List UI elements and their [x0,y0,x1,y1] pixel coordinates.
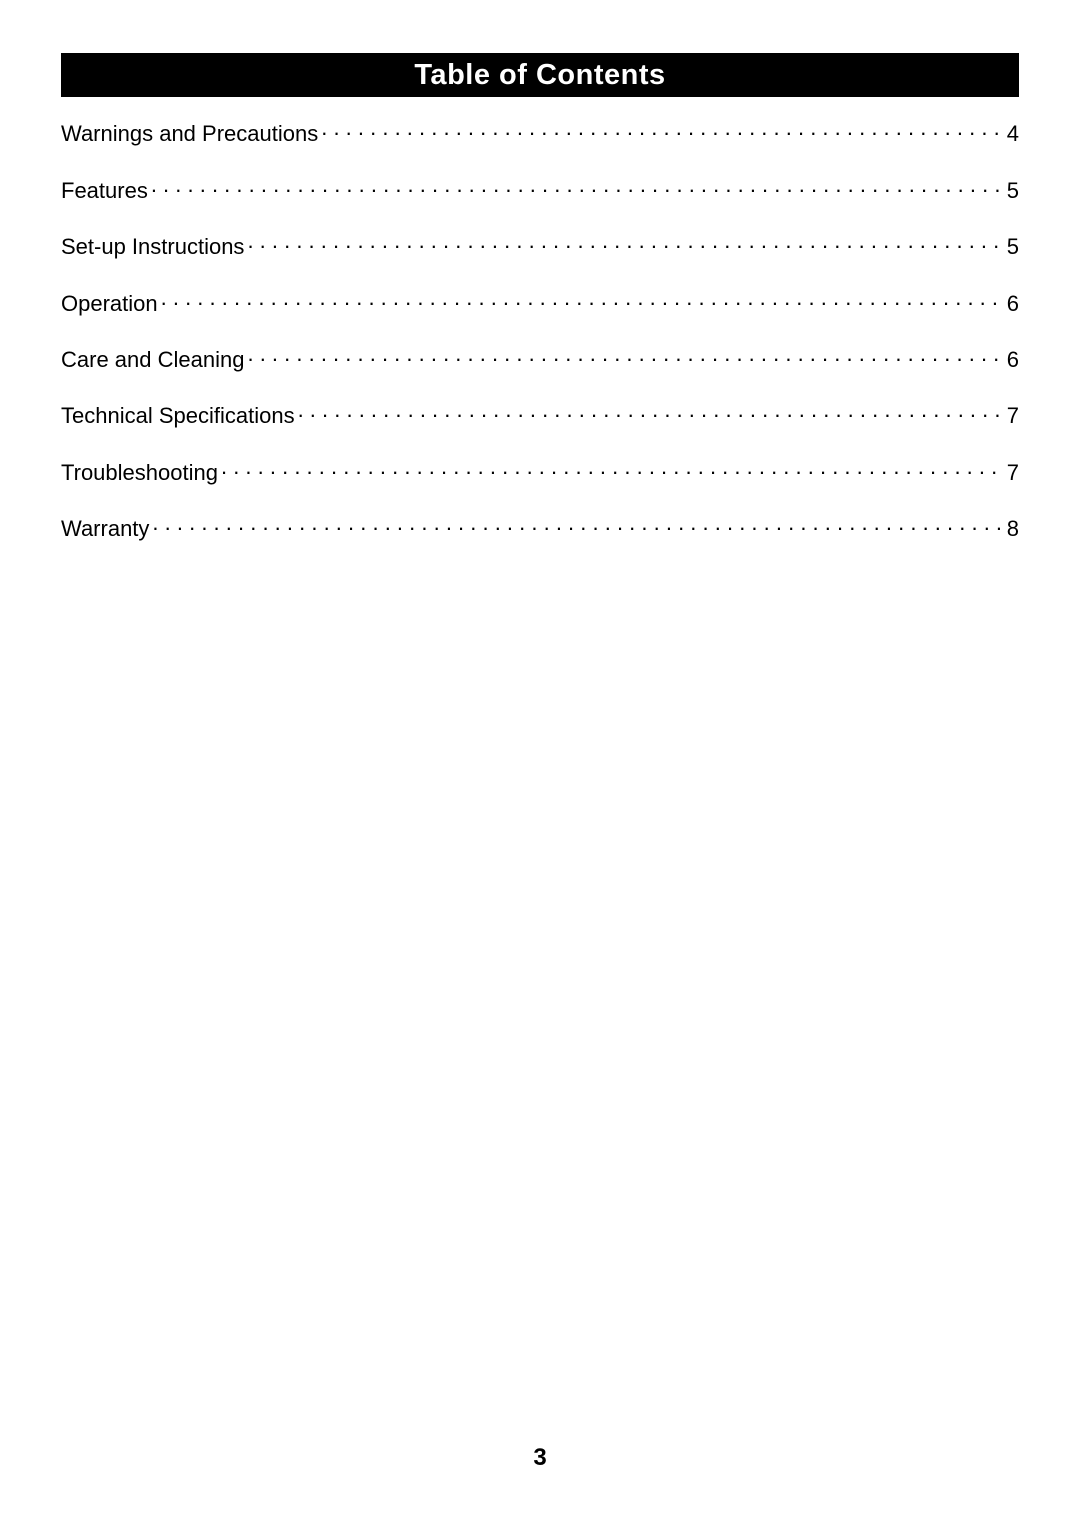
toc-entry-page: 6 [1007,347,1019,373]
toc-leader-dots [247,341,1000,367]
toc-entry-page: 5 [1007,234,1019,260]
toc-entry: Operation 6 [61,284,1019,316]
toc-entry: Warnings and Precautions 4 [61,115,1019,147]
toc-leader-dots [161,284,1001,310]
toc-entry-title: Care and Cleaning [61,347,244,373]
toc-entry-page: 6 [1007,291,1019,317]
toc-leader-dots [321,115,1001,141]
toc-leader-dots [247,228,1000,254]
toc-entry-page: 7 [1007,403,1019,429]
toc-entry-title: Set-up Instructions [61,234,244,260]
page-number: 3 [0,1444,1080,1472]
toc-entry-title: Features [61,178,148,204]
document-page: Table of Contents Warnings and Precautio… [0,0,1080,1532]
toc-list: Warnings and Precautions 4 Features 5 Se… [61,115,1019,542]
toc-entry-page: 7 [1007,460,1019,486]
toc-entry: Warranty 8 [61,510,1019,542]
toc-entry: Set-up Instructions 5 [61,228,1019,260]
toc-entry-title: Technical Specifications [61,403,295,429]
toc-entry-title: Operation [61,291,158,317]
toc-entry: Troubleshooting 7 [61,453,1019,485]
toc-header: Table of Contents [61,53,1019,97]
toc-header-title: Table of Contents [414,59,665,91]
toc-entry-title: Troubleshooting [61,460,218,486]
toc-leader-dots [221,453,1001,479]
toc-leader-dots [151,171,1001,197]
toc-entry-title: Warnings and Precautions [61,121,318,147]
toc-entry: Features 5 [61,171,1019,203]
toc-entry-page: 5 [1007,178,1019,204]
page-number-value: 3 [533,1444,546,1471]
toc-entry-title: Warranty [61,516,149,542]
toc-entry: Technical Specifications 7 [61,397,1019,429]
toc-entry-page: 4 [1007,121,1019,147]
toc-leader-dots [298,397,1001,423]
toc-leader-dots [152,510,1000,536]
toc-entry-page: 8 [1007,516,1019,542]
toc-entry: Care and Cleaning 6 [61,341,1019,373]
